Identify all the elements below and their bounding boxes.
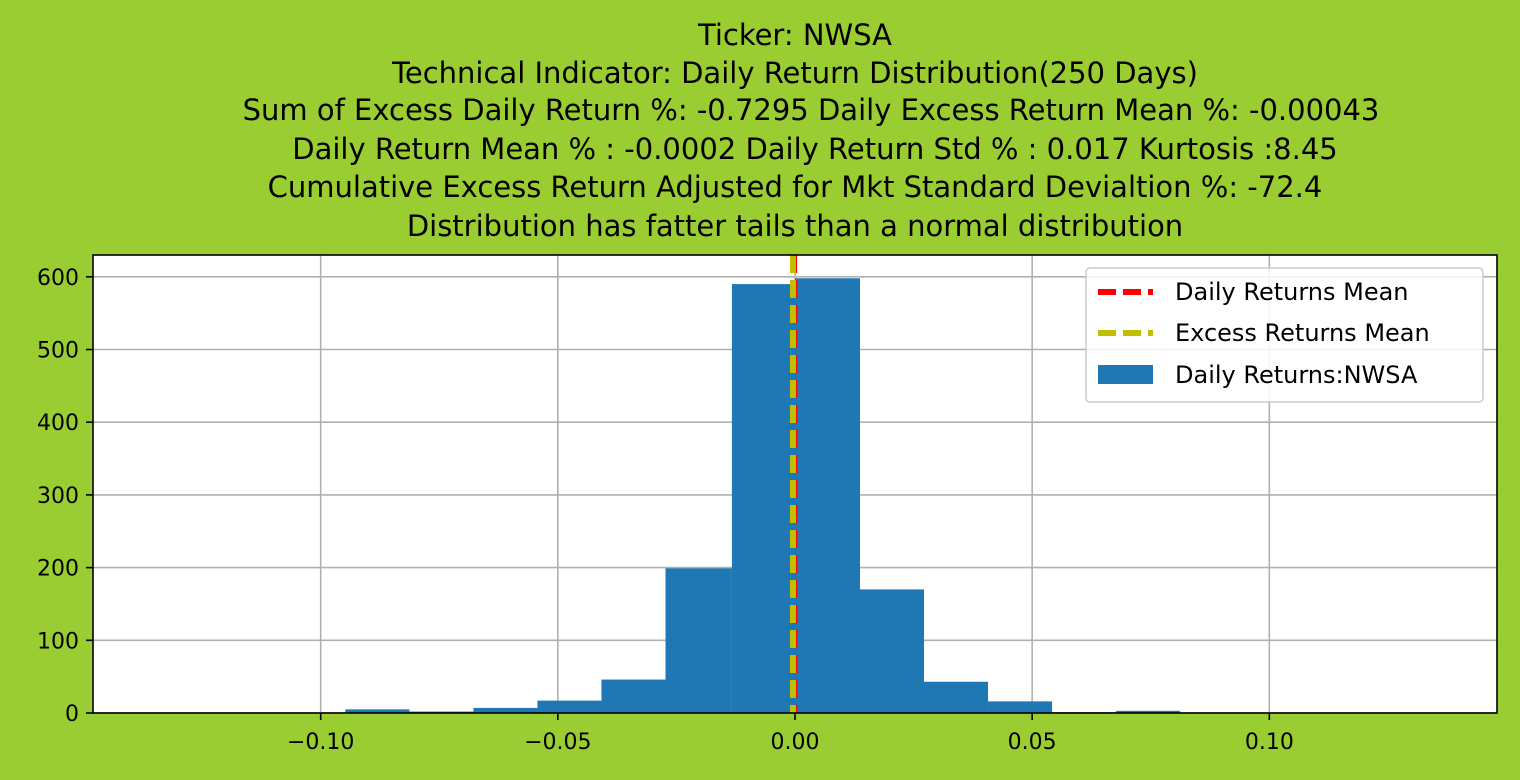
legend-label-daily-returns: Daily Returns:NWSA <box>1175 361 1418 389</box>
mean-lines <box>789 255 798 713</box>
x-tick-label: −0.05 <box>524 730 591 755</box>
title-line-1: Ticker: NWSA <box>697 18 892 52</box>
x-tick-label: 0.00 <box>771 730 820 755</box>
histogram-bar <box>988 701 1053 713</box>
histogram-bar <box>859 589 925 713</box>
x-tick-label: 0.05 <box>1008 730 1057 755</box>
histogram-bar <box>731 284 795 713</box>
title-line-2: Technical Indicator: Daily Return Distri… <box>391 56 1198 90</box>
histogram-bar <box>795 278 860 713</box>
histogram-bar <box>601 679 666 713</box>
histogram-bar <box>537 700 602 713</box>
y-tick-label: 600 <box>37 266 79 291</box>
y-tick-label: 0 <box>65 702 79 727</box>
y-tick-label: 500 <box>37 339 79 364</box>
title-line-3: Sum of Excess Daily Return %: -0.7295 Da… <box>243 93 1380 127</box>
chart-title: Ticker: NWSA Technical Indicator: Daily … <box>243 18 1380 243</box>
legend-label-excess-returns-mean: Excess Returns Mean <box>1175 319 1430 347</box>
histogram-bars <box>345 278 1181 713</box>
histogram-bar <box>665 568 732 713</box>
y-tick-label: 100 <box>37 629 79 654</box>
title-line-5: Cumulative Excess Return Adjusted for Mk… <box>268 170 1323 204</box>
y-tick-label: 300 <box>37 484 79 509</box>
y-tick-label: 200 <box>37 557 79 582</box>
y-axis: 0 100 200 300 400 500 600 <box>37 266 93 727</box>
histogram-bar <box>924 681 989 713</box>
legend-box <box>1085 267 1484 403</box>
histogram-bar <box>345 709 410 713</box>
legend-label-daily-returns-mean: Daily Returns Mean <box>1175 278 1409 306</box>
legend-swatch-daily-returns <box>1098 365 1153 384</box>
title-line-6: Distribution has fatter tails than a nor… <box>407 209 1183 243</box>
x-axis: −0.10 −0.05 0.00 0.05 0.10 <box>287 713 1294 755</box>
x-tick-label: 0.10 <box>1245 730 1294 755</box>
histogram-bar <box>1116 710 1181 713</box>
legend: Daily Returns Mean Excess Returns Mean D… <box>1085 267 1484 403</box>
title-line-4: Daily Return Mean % : -0.0002 Daily Retu… <box>292 132 1337 166</box>
y-tick-label: 400 <box>37 411 79 436</box>
histogram-bar <box>473 707 538 713</box>
x-tick-label: −0.10 <box>287 730 354 755</box>
